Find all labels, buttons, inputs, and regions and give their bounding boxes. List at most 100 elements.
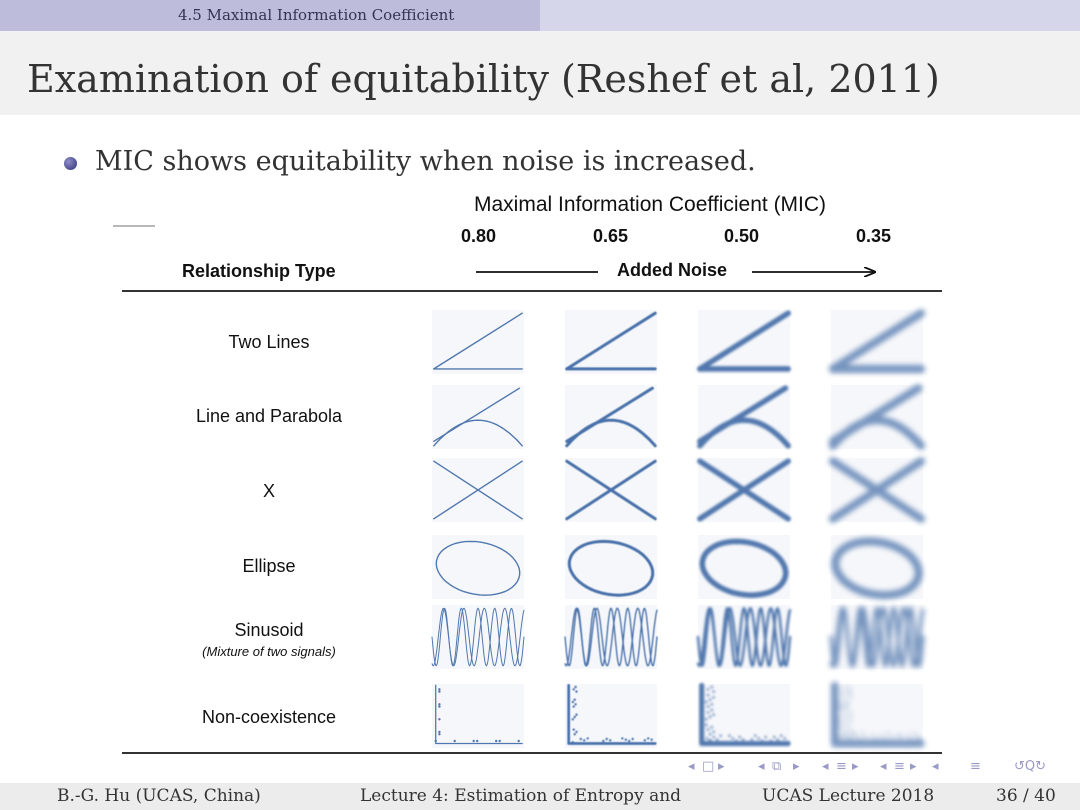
- panel-noise-point: [838, 718, 841, 721]
- panel-noise-point: [861, 732, 864, 735]
- panel-noise-point: [868, 739, 871, 743]
- panel-noise-point: [871, 734, 874, 737]
- panel-noise-point: [710, 703, 713, 706]
- panel-noise-point: [572, 705, 575, 708]
- frame-icon[interactable]: □: [702, 759, 715, 774]
- panel-curve: [697, 417, 791, 449]
- panel-noise-point: [841, 711, 844, 714]
- appendix-prev-icon[interactable]: ◂: [932, 759, 939, 774]
- panel-noise-point: [579, 737, 582, 741]
- panel-noise-point: [735, 739, 738, 743]
- panel-noise-point: [776, 738, 779, 741]
- frame-prev-icon[interactable]: ◂: [688, 759, 695, 774]
- panel-noise-point: [876, 739, 880, 743]
- panel-line-parabola-2: [565, 386, 657, 448]
- panel-x-4: [828, 457, 926, 523]
- panel-noise-point: [844, 738, 847, 742]
- panel-noise-point: [708, 698, 712, 701]
- panel-noise-point: [472, 739, 475, 743]
- section-prev-icon[interactable]: ◂: [822, 759, 829, 774]
- panel-noise-point: [841, 734, 844, 737]
- frame-next-icon[interactable]: ▸: [718, 759, 725, 774]
- panel-noise-point: [705, 723, 708, 727]
- panel-noise-point: [571, 718, 574, 721]
- panel-two-lines-1: [433, 312, 523, 370]
- panel-noise-point: [453, 739, 456, 743]
- panel-noise-point: [476, 739, 479, 743]
- panel-noise-point: [918, 737, 921, 741]
- panel-noise-point: [838, 723, 841, 727]
- footer-page[interactable]: 36 / 40: [996, 786, 1056, 806]
- panel-line-parabola-3: [697, 385, 791, 449]
- panel-noise-point: [708, 738, 712, 742]
- panel-curve: [831, 681, 925, 748]
- subsection-prev-icon[interactable]: ◂: [758, 759, 765, 774]
- panel-noise-point: [438, 733, 441, 736]
- subsection-icon[interactable]: ⧉: [772, 759, 782, 774]
- subsection-next-icon[interactable]: ▸: [793, 759, 800, 774]
- panel-noise-point: [845, 734, 848, 737]
- panel-noise-point: [849, 713, 852, 716]
- panel-noise-point: [894, 739, 897, 743]
- panel-noise-point: [890, 735, 893, 739]
- panel-noise-point: [712, 696, 715, 699]
- panel-curve: [699, 682, 791, 746]
- panel-non-coexistence-4: [831, 681, 925, 748]
- subsection2-icon[interactable]: ≡: [894, 759, 905, 774]
- panel-noise-point: [710, 708, 713, 712]
- panel-noise-point: [575, 690, 578, 693]
- panel-noise-point: [916, 735, 919, 739]
- footer-author: B.-G. Hu (UCAS, China): [57, 786, 261, 806]
- panel-line-parabola-4: [828, 384, 926, 450]
- section-tab[interactable]: 4.5 Maximal Information Coefficient: [0, 0, 540, 31]
- section-icon[interactable]: ≡: [836, 759, 847, 774]
- panel-noise-point: [573, 698, 576, 701]
- panel-noise-point: [621, 737, 624, 740]
- panel-noise-point: [498, 739, 501, 743]
- panel-noise-point: [899, 735, 902, 739]
- panel-noise-point: [574, 685, 577, 689]
- panel-curve: [828, 457, 926, 523]
- panel-noise-point: [849, 690, 852, 693]
- panel-noise-point: [742, 738, 745, 741]
- panel-noise-point: [849, 730, 852, 734]
- mic-value-3: 0.50: [724, 226, 760, 246]
- panel-background: [432, 310, 524, 374]
- panel-noise-point: [764, 735, 767, 739]
- panel-two-lines-2: [565, 311, 657, 371]
- panel-noise-point: [575, 730, 578, 734]
- panel-noise-point: [841, 688, 844, 691]
- panel-noise-point: [705, 700, 708, 704]
- panel-noise-point: [846, 685, 850, 689]
- panel-noise-point: [573, 733, 576, 736]
- panel-noise-point: [438, 703, 441, 706]
- panel-noise-point: [700, 739, 703, 743]
- panel-x-3: [697, 458, 791, 522]
- panel-noise-point: [605, 737, 608, 741]
- section-next-icon[interactable]: ▸: [852, 759, 859, 774]
- panel-curve: [433, 312, 523, 370]
- panel-curve: [433, 419, 523, 447]
- row-label-non-coexistence: Non-coexistence: [201, 707, 337, 727]
- mic-value-1: 0.80: [461, 226, 497, 246]
- subsection2-next-icon[interactable]: ▸: [910, 759, 917, 774]
- panel-line-parabola-1: [433, 387, 523, 447]
- panel-curve: [697, 310, 791, 372]
- panel-ellipse-1: [435, 540, 521, 596]
- decorative-dash: [113, 225, 155, 227]
- figure-title: Maximal Information Coefficient (MIC): [474, 193, 827, 216]
- panel-noise-point: [846, 708, 850, 712]
- panel-noise-point: [438, 730, 441, 734]
- panel-noise-point: [844, 704, 847, 707]
- outline-icon[interactable]: ≡: [970, 759, 981, 774]
- panel-curve: [828, 309, 926, 373]
- panel-noise-point: [434, 739, 437, 743]
- panel-noise-point: [631, 737, 634, 741]
- search-icon[interactable]: ↺Q↻: [1014, 759, 1047, 774]
- subsection2-prev-icon[interactable]: ◂: [880, 759, 887, 774]
- panel-noise-point: [728, 734, 731, 737]
- panel-background: [432, 535, 524, 599]
- bottom-rule: [122, 752, 942, 754]
- panel-curve: [431, 607, 525, 667]
- panel-noise-point: [846, 691, 850, 694]
